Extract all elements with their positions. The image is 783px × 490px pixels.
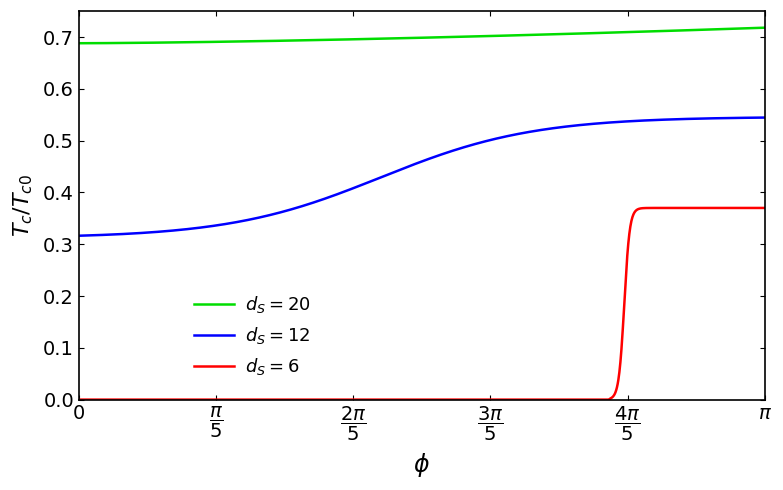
$d_S = 20$ [615, 29, 624, 35]
$d_S = 6$ [760, 205, 770, 211]
$d_S = 20$ [740, 25, 749, 31]
$d_S = 12$ [109, 231, 118, 237]
Line: $d_S = 6$: $d_S = 6$ [79, 208, 765, 400]
Legend: $d_S = 20$, $d_S = 12$, $d_S = 6$: $d_S = 20$, $d_S = 12$, $d_S = 6$ [194, 294, 310, 377]
$d_S = 12$ [408, 162, 417, 168]
$d_S = 20$ [760, 25, 770, 31]
$d_S = 12$ [74, 233, 84, 239]
$d_S = 6$ [720, 205, 730, 211]
$d_S = 6$ [615, 372, 624, 378]
$d_S = 20$ [109, 40, 118, 46]
$d_S = 6$ [74, 397, 84, 403]
X-axis label: $\phi$: $\phi$ [413, 451, 431, 479]
$d_S = 12$ [615, 119, 624, 125]
$d_S = 6$ [109, 397, 118, 403]
$d_S = 6$ [740, 205, 749, 211]
$d_S = 20$ [390, 35, 399, 41]
$d_S = 12$ [740, 115, 749, 121]
$d_S = 6$ [390, 397, 399, 403]
$d_S = 20$ [740, 25, 749, 31]
$d_S = 20$ [408, 35, 417, 41]
$d_S = 6$ [741, 205, 750, 211]
Line: $d_S = 12$: $d_S = 12$ [79, 118, 765, 236]
Line: $d_S = 20$: $d_S = 20$ [79, 28, 765, 43]
$d_S = 20$ [74, 40, 84, 46]
$d_S = 12$ [740, 115, 749, 121]
$d_S = 12$ [760, 115, 770, 121]
$d_S = 6$ [408, 397, 417, 403]
Y-axis label: $T_c/T_{c0}$: $T_c/T_{c0}$ [11, 174, 34, 237]
$d_S = 12$ [390, 169, 399, 175]
